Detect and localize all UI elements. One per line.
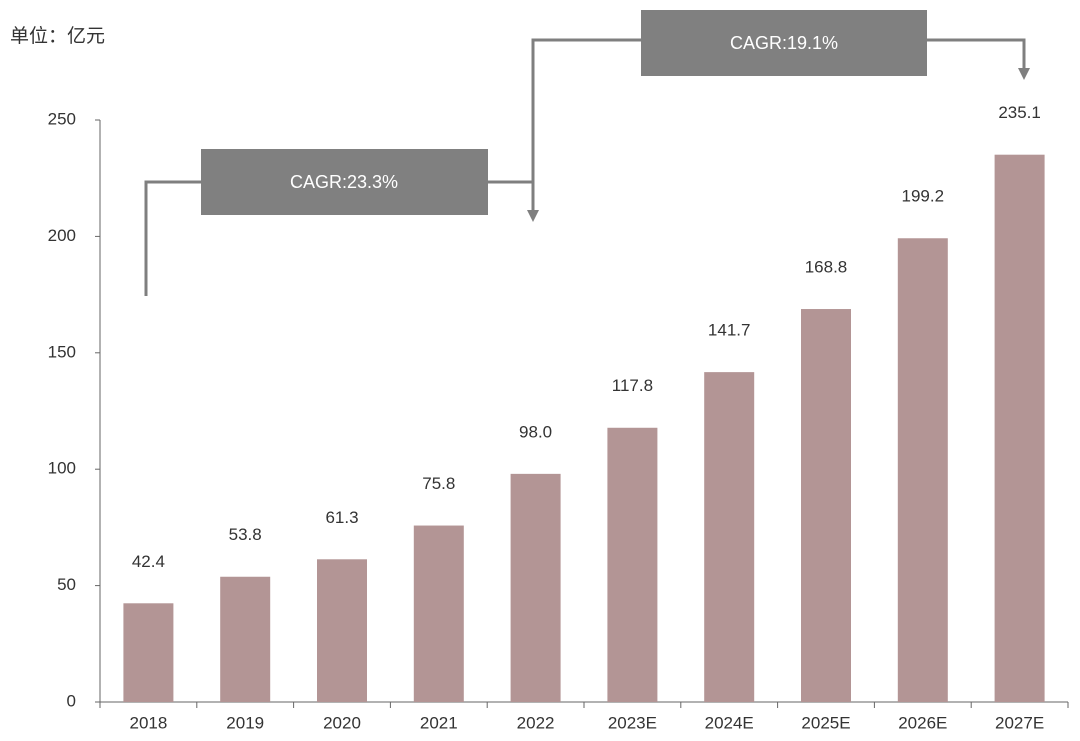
- value-label: 199.2: [902, 187, 945, 206]
- y-tick-label: 50: [57, 575, 76, 594]
- value-label: 168.8: [805, 258, 848, 277]
- annotation-box: [641, 10, 927, 76]
- x-tick-label: 2018: [129, 713, 167, 732]
- value-label: 53.8: [229, 525, 262, 544]
- bar: [413, 525, 464, 702]
- value-label: 141.7: [708, 321, 751, 340]
- x-tick-label: 2027E: [995, 713, 1044, 732]
- y-tick-label: 0: [67, 691, 76, 710]
- bar: [510, 473, 561, 702]
- annotation: CAGR:19.1%: [730, 33, 838, 53]
- x-tick-label: 2023E: [608, 713, 657, 732]
- x-tick-label: 2019: [226, 713, 264, 732]
- bar: [220, 576, 271, 702]
- bar: [704, 372, 755, 702]
- bar: [994, 154, 1045, 702]
- y-tick-label: 100: [48, 459, 76, 478]
- y-tick-label: 250: [48, 109, 76, 128]
- x-tick-label: 2026E: [898, 713, 947, 732]
- bar: [317, 559, 367, 702]
- bar: [607, 427, 658, 702]
- value-label: 75.8: [422, 474, 455, 493]
- value-label: 98.0: [519, 422, 552, 441]
- annotation: CAGR:23.3%: [290, 172, 398, 192]
- annotation-box: [201, 149, 488, 215]
- x-tick-label: 2021: [420, 713, 458, 732]
- bar: [801, 309, 851, 702]
- y-tick-label: 200: [48, 226, 76, 245]
- value-label: 61.3: [325, 508, 358, 527]
- bar: [897, 238, 948, 703]
- unit-label: 单位：亿元: [10, 25, 105, 47]
- value-label: 235.1: [998, 103, 1041, 122]
- value-label: 42.4: [132, 552, 165, 571]
- bar: [123, 603, 174, 702]
- x-tick-label: 2020: [323, 713, 361, 732]
- x-tick-label: 2024E: [705, 713, 754, 732]
- x-tick-label: 2022: [517, 713, 555, 732]
- y-tick-label: 150: [48, 342, 76, 361]
- x-tick-label: 2025E: [801, 713, 850, 732]
- value-label: 117.8: [612, 376, 653, 395]
